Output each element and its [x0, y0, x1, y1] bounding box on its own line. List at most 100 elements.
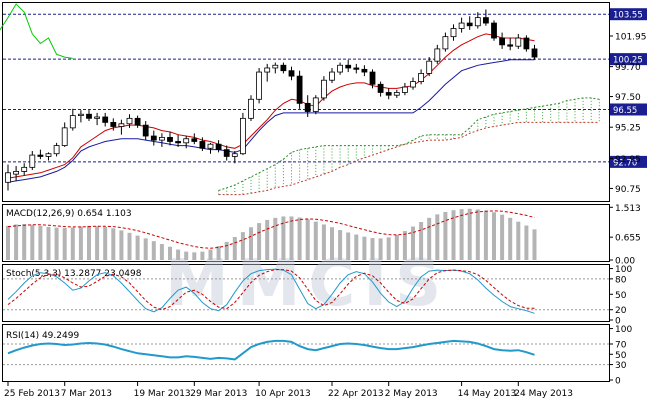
candle-body [215, 143, 222, 151]
candle-body [223, 149, 230, 157]
candle-body [337, 64, 344, 73]
candle-body [29, 154, 36, 168]
candle [280, 62, 287, 74]
macd-bar [249, 227, 253, 260]
stoch-d-line [7, 269, 535, 311]
candle [329, 67, 335, 83]
rsi-title: RSI(14) 49.2499 [6, 331, 79, 341]
macd-bar [321, 224, 326, 260]
candle [13, 165, 20, 181]
candle [134, 115, 141, 128]
macd-bar [330, 227, 334, 260]
candle [320, 76, 327, 101]
indicator-line-1 [7, 59, 535, 183]
level-label-bg [610, 155, 647, 168]
candle-body [5, 172, 11, 183]
macd-bar [427, 217, 432, 260]
candle-body [183, 138, 190, 144]
candle-body [523, 37, 530, 50]
date-label: 19 Mar 2013 [134, 389, 191, 399]
candle [158, 133, 165, 147]
level-label: 100.25 [613, 56, 643, 66]
date-label: 7 Mar 2013 [61, 389, 112, 399]
candle-body [288, 70, 295, 77]
rsi-tick-label: 0 [615, 377, 621, 387]
candle [474, 12, 481, 29]
candle-body [94, 116, 100, 119]
candle [264, 63, 271, 82]
candle [29, 151, 36, 171]
rsi-tick-label: 30 [615, 361, 627, 371]
macd-bar [159, 243, 164, 260]
macd-bar [386, 237, 391, 260]
level-label: 96.55 [613, 106, 637, 116]
macd-bar [313, 221, 318, 260]
candle-body [515, 37, 522, 47]
macd-bar [232, 237, 237, 260]
candle-body [86, 113, 92, 119]
candle-body [329, 71, 335, 81]
candle [78, 110, 84, 123]
level-label-bg [610, 103, 647, 116]
candle [482, 9, 489, 26]
macd-bar [467, 208, 472, 260]
stoch-tick-label: 20 [615, 306, 627, 316]
candle-body [393, 92, 400, 96]
cloud-span-b [218, 121, 600, 196]
macd-bar [143, 238, 148, 260]
candle-body [296, 75, 303, 104]
candle-body [118, 123, 125, 127]
candle [385, 88, 392, 100]
candle [450, 24, 457, 41]
candle [491, 20, 497, 41]
candle-body [110, 122, 117, 127]
candle-body [53, 145, 60, 155]
candle-body [248, 98, 254, 119]
rsi-tick-label: 100 [615, 325, 632, 335]
candle [434, 44, 441, 64]
price-tick-label: 95.25 [615, 124, 641, 134]
macd-bar [289, 216, 294, 260]
date-label: 2 May 2013 [385, 389, 438, 399]
date-axis: 25 Feb 2013 7 Mar 2013 19 Mar 2013 29 Mar 2… [4, 381, 573, 399]
macd-bar [224, 241, 229, 260]
stoch-tick-label: 0 [615, 317, 621, 327]
indicator-lines [0, 3, 535, 183]
candle-body [207, 143, 214, 149]
candle-body [385, 92, 392, 96]
stoch-title: Stoch(5,3,3) 13.2877 23.0498 [6, 269, 142, 279]
candle-body [442, 36, 449, 50]
candle-body [239, 117, 246, 155]
price-tick-label: 101.95 [615, 32, 647, 42]
date-label: 25 Feb 2013 [4, 389, 60, 399]
macd-bar [135, 235, 140, 260]
candle-body [256, 71, 263, 100]
macd-bar [22, 224, 27, 260]
candlesticks [5, 9, 538, 191]
macd-bar [394, 234, 399, 260]
macd-bar [111, 228, 116, 260]
candle [110, 118, 117, 131]
level-label: 103.55 [613, 11, 643, 21]
rsi-tick-label: 70 [615, 341, 627, 351]
price-tick-label: 92.95 [615, 155, 641, 165]
candle-body [491, 22, 497, 39]
candle [361, 65, 368, 77]
date-label: 29 Mar 2013 [190, 389, 247, 399]
candle [410, 77, 416, 90]
macd-bar [257, 223, 262, 260]
date-label: 10 Apr 2013 [255, 389, 311, 399]
candle-body [499, 37, 506, 46]
macd-bar [70, 227, 75, 260]
candle [175, 134, 182, 147]
macd-bar [370, 238, 375, 260]
candle-body [102, 116, 109, 123]
macd-bar [95, 226, 100, 260]
candle [69, 108, 76, 131]
macd-bar [184, 251, 189, 260]
price-tick-label: 97.50 [615, 93, 641, 103]
macd-bar [435, 214, 440, 260]
candle-body [531, 48, 538, 58]
macd-bar [459, 209, 464, 260]
